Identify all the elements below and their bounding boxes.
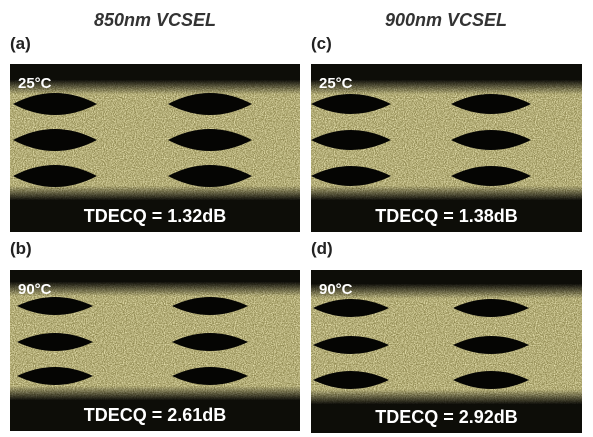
figure-canvas: 850nm VCSEL 900nm VCSEL (a) 25°C TDECQ = 1… [0,0,593,437]
temperature-label: 90°C [18,281,52,298]
panel-label: (c) [311,34,332,53]
panel-label: (b) [10,239,32,258]
panel-label: (a) [10,34,31,53]
panel-label: (d) [311,239,333,258]
temperature-label: 25°C [18,75,52,92]
temperature-label: 25°C [319,75,353,92]
temperature-label: 90°C [319,281,353,298]
figure: 850nm VCSEL 900nm VCSEL (a) 25°C TDECQ = 1… [0,0,593,437]
tdecq-label: TDECQ = 1.32dB [84,206,227,226]
tdecq-label: TDECQ = 1.38dB [375,206,518,226]
column-title: 850nm VCSEL [94,10,216,30]
column-title: 900nm VCSEL [385,10,507,30]
tdecq-label: TDECQ = 2.61dB [84,405,227,425]
tdecq-label: TDECQ = 2.92dB [375,407,518,427]
